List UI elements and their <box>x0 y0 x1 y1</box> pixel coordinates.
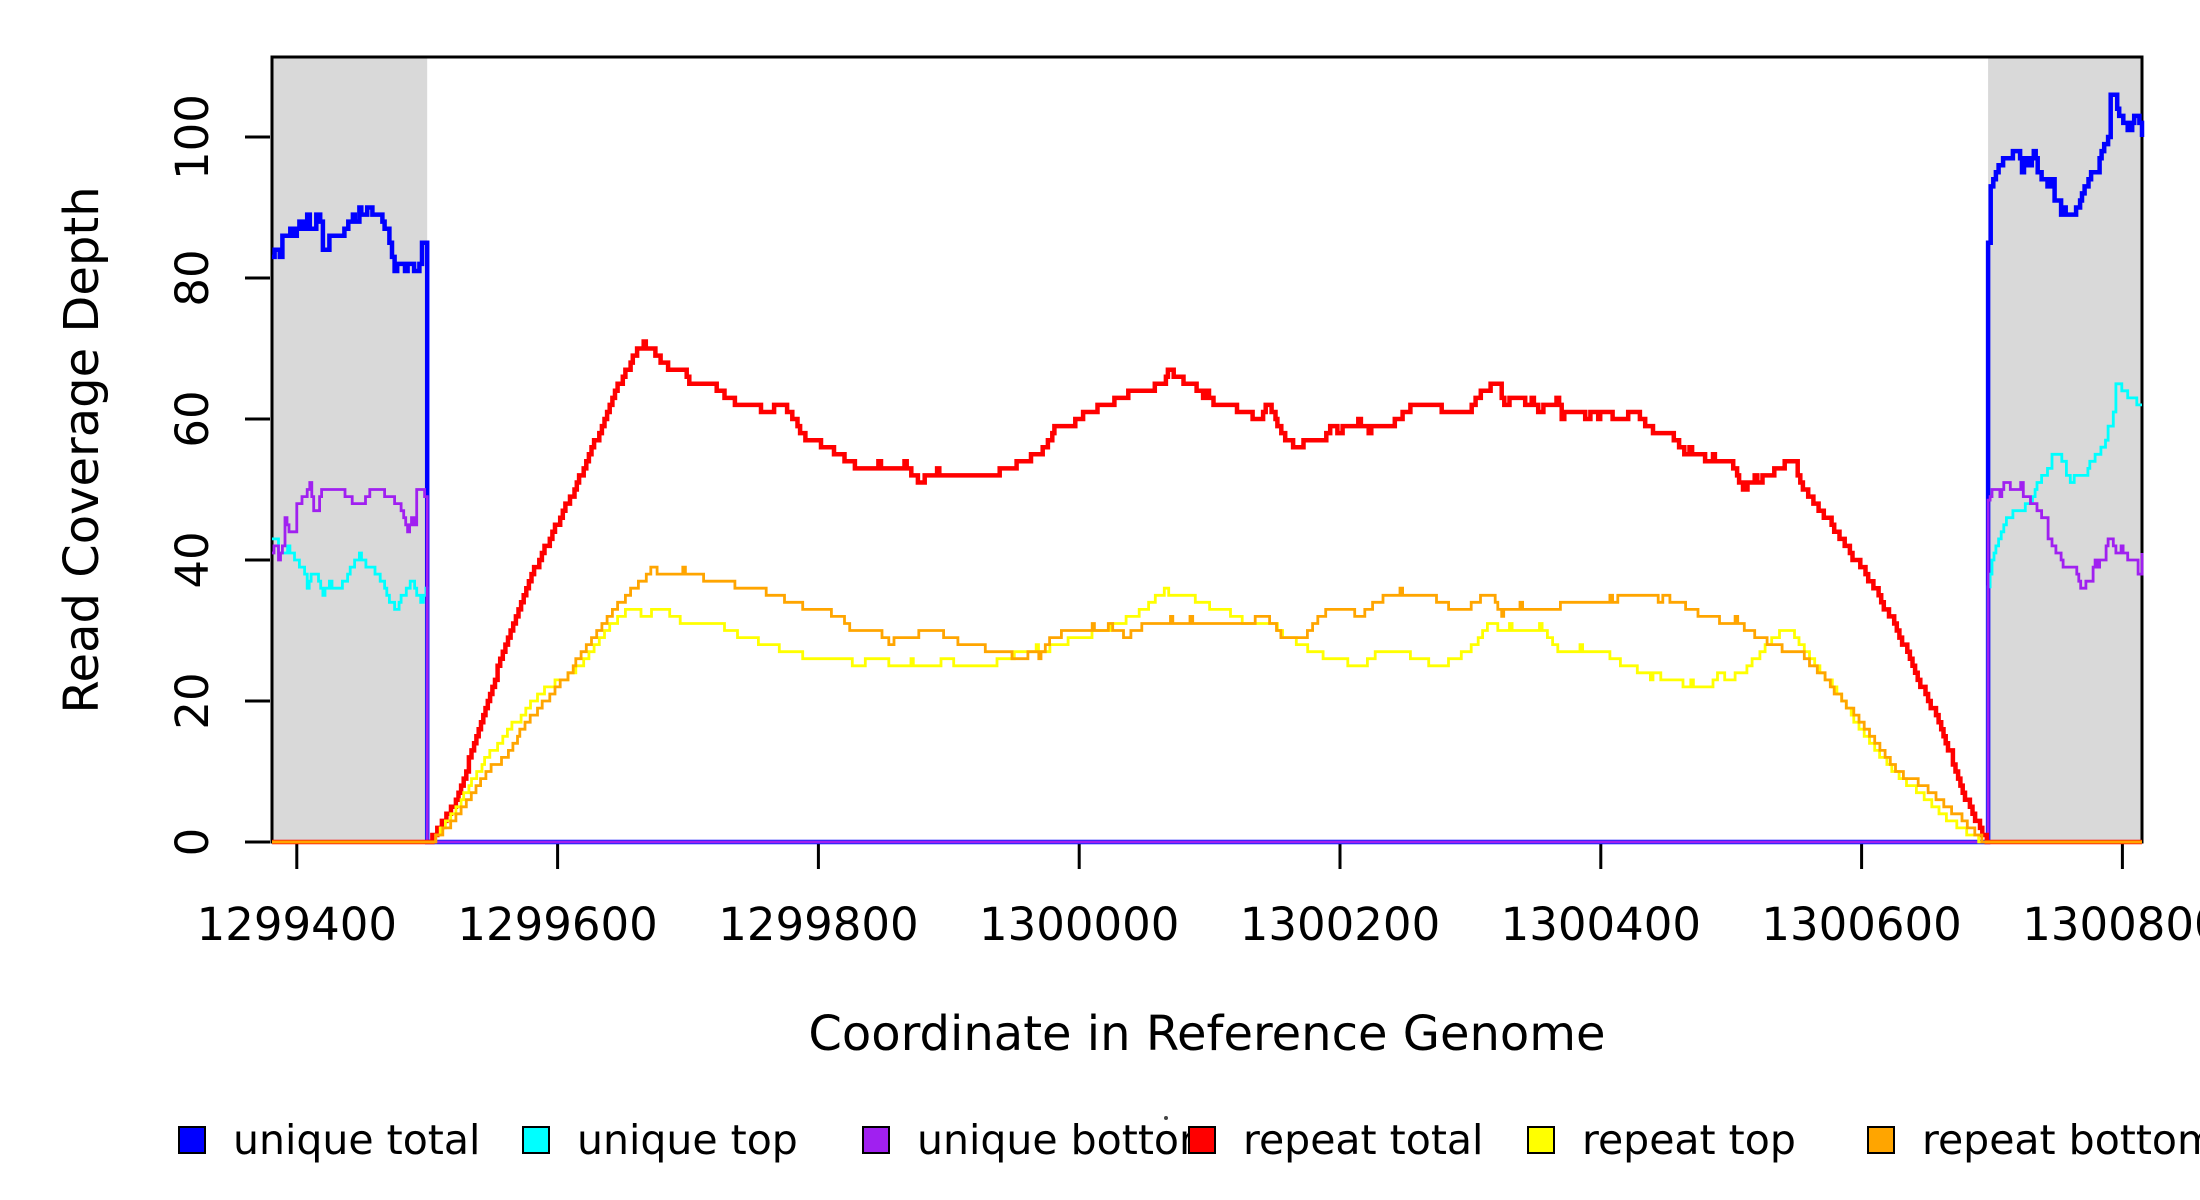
legend-label-repeat-total: repeat total <box>1243 1116 1484 1164</box>
shaded-region-0 <box>272 57 428 842</box>
y-tick-label-20: 20 <box>166 672 219 729</box>
y-axis-title: Read Coverage Depth <box>54 186 110 714</box>
x-tick-label-1299600: 1299600 <box>457 898 657 951</box>
series-repeat-top <box>272 586 2142 844</box>
legend-item-unique-bottom: unique bottom <box>862 1118 1219 1162</box>
series-unique-bottom <box>272 481 2144 844</box>
y-tick-label-40: 40 <box>166 531 219 588</box>
unique-total-swatch-icon <box>178 1126 206 1154</box>
y-tick-label-60: 60 <box>166 390 219 447</box>
legend-item-unique-top: unique top <box>522 1118 798 1162</box>
unique-top-swatch-icon <box>522 1126 550 1154</box>
x-tick-label-1300000: 1300000 <box>979 898 1179 951</box>
unique-bottom-swatch-icon <box>862 1126 890 1154</box>
y-tick-label-0: 0 <box>166 828 219 857</box>
series-repeat-bottom <box>272 565 2142 844</box>
legend-label-unique-bottom: unique bottom <box>917 1116 1219 1164</box>
series-unique-total <box>272 92 2145 845</box>
y-tick-label-80: 80 <box>166 249 219 306</box>
legend-item-repeat-total: repeat total <box>1188 1118 1483 1162</box>
x-tick-label-1299400: 1299400 <box>197 898 397 951</box>
x-tick-label-1300600: 1300600 <box>1761 898 1961 951</box>
legend-item-repeat-top: repeat top <box>1527 1118 1796 1162</box>
repeat-top-swatch-icon <box>1527 1126 1555 1154</box>
x-axis-title: Coordinate in Reference Genome <box>808 1006 1606 1062</box>
repeat-bottom-swatch-icon <box>1867 1126 1895 1154</box>
legend-label-unique-top: unique top <box>577 1116 798 1164</box>
legend-item-repeat-bottom: repeat bottom <box>1867 1118 2200 1162</box>
x-tick-label-1300200: 1300200 <box>1240 898 1440 951</box>
plot-box <box>270 55 2144 844</box>
y-tick-label-100: 100 <box>166 94 219 180</box>
legend-item-unique-total: unique total <box>178 1118 480 1162</box>
x-tick-label-1300400: 1300400 <box>1501 898 1701 951</box>
legend-label-repeat-top: repeat top <box>1582 1116 1796 1164</box>
stray-dot <box>1164 1116 1168 1120</box>
series-repeat-total <box>272 339 2142 845</box>
legend-label-repeat-bottom: repeat bottom <box>1922 1116 2200 1164</box>
legend-label-unique-total: unique total <box>233 1116 481 1164</box>
shaded-region-1 <box>1988 57 2142 842</box>
x-tick-label-1299800: 1299800 <box>718 898 918 951</box>
series-unique-top <box>272 382 2142 844</box>
repeat-total-swatch-icon <box>1188 1126 1216 1154</box>
